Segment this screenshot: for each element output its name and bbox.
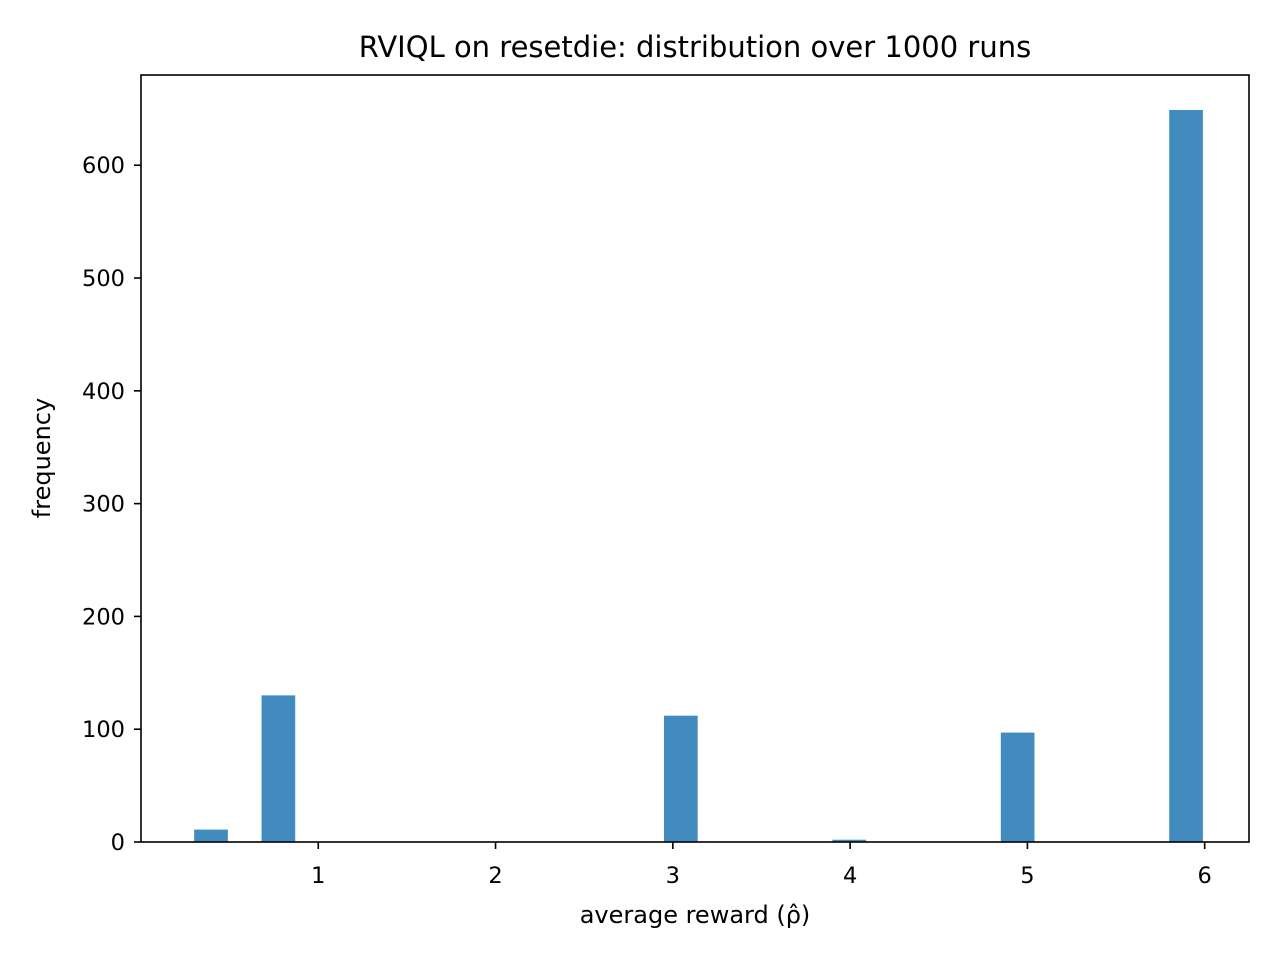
chart-title: RVIQL on resetdie: distribution over 100…: [359, 30, 1031, 64]
x-tick-label: 3: [666, 863, 680, 889]
x-tick-label: 4: [843, 863, 857, 889]
plot-frame: [140, 74, 1250, 843]
y-tick-label: 300: [82, 492, 125, 518]
x-axis-label: average reward (ρ̂): [580, 901, 811, 929]
y-tick-label: 600: [82, 153, 125, 179]
histogram-bar: [194, 829, 228, 842]
x-axis-ticks: 1 2 3 4 5 6: [311, 842, 1212, 889]
histogram-bar: [1000, 732, 1035, 842]
y-tick-label: 100: [82, 717, 125, 743]
y-tick-label: 200: [82, 604, 125, 630]
y-tick-label: 400: [82, 379, 125, 405]
y-tick-label: 500: [82, 266, 125, 292]
y-axis-ticks: 0 100 200 300 400 500 600: [82, 153, 141, 856]
x-tick-label: 5: [1020, 863, 1034, 889]
x-tick-label: 1: [311, 863, 325, 889]
histogram-bar: [663, 715, 698, 842]
histogram-bar: [1169, 109, 1203, 843]
x-tick-label: 6: [1198, 863, 1212, 889]
bars-layer: [194, 109, 1203, 843]
y-tick-label: 0: [111, 830, 125, 856]
histogram-bar: [261, 695, 296, 842]
y-axis-label: frequency: [28, 398, 56, 518]
x-tick-label: 2: [488, 863, 502, 889]
histogram-bar: [832, 839, 867, 842]
